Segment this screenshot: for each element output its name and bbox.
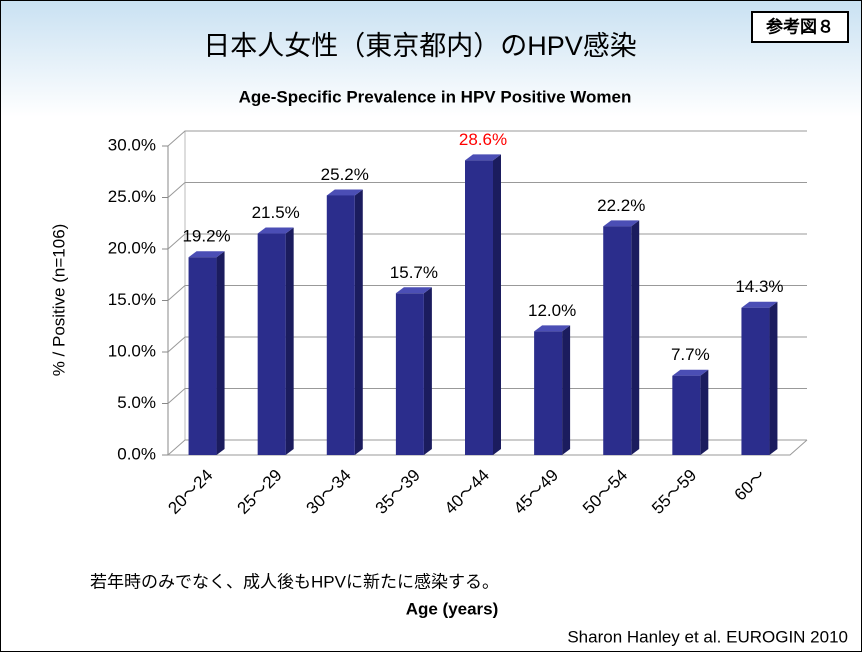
y-tick-label: 30.0% [108, 135, 156, 154]
value-label: 7.7% [671, 345, 710, 364]
y-tick-label: 0.0% [117, 444, 156, 463]
bar-top [188, 251, 225, 258]
bar-side [562, 325, 571, 455]
bar [395, 293, 424, 455]
value-label: 25.2% [321, 165, 369, 184]
bar-side [423, 287, 432, 455]
value-label: 15.7% [390, 263, 438, 282]
floor-front [168, 439, 808, 456]
bar [741, 307, 770, 455]
value-label: 21.5% [252, 203, 300, 222]
bar-side [493, 154, 501, 456]
bar-top [672, 369, 709, 376]
badge-box [751, 11, 849, 43]
value-label: 12.0% [528, 301, 576, 320]
y-tick-label: 15.0% [108, 290, 156, 309]
y-tick-label: 20.0% [108, 238, 156, 257]
grid-line [167, 233, 807, 250]
value-label: 28.6% [459, 130, 507, 149]
x-axis-label: Age (years) [406, 599, 499, 618]
bar-top [465, 154, 501, 161]
bar-side [285, 227, 294, 455]
bar [465, 160, 493, 456]
bar-top [326, 189, 363, 196]
bar [188, 257, 217, 455]
value-label: 22.2% [597, 196, 645, 215]
value-label: 14.3% [735, 277, 783, 296]
y-tick-label: 5.0% [117, 393, 156, 412]
value-label: 19.2% [182, 227, 230, 246]
chart-title: 日本人女性（東京都内）のHPV感染 [203, 31, 637, 61]
grid-line [167, 439, 807, 456]
bar-side [700, 369, 709, 455]
bar-side [631, 220, 640, 455]
note: 若年時のみでなく、成人後もHPVに新たに感染する。 [90, 572, 499, 591]
bar [326, 195, 355, 455]
bar [603, 226, 632, 455]
grid-line [167, 388, 807, 404]
chart-subtitle: Age-Specific Prevalence in HPV Positive … [239, 87, 632, 106]
y-axis-label: % / Positive (n=106) [49, 224, 68, 377]
source: Sharon Hanley et al. EUROGIN 2010 [567, 627, 848, 646]
bar-side [354, 189, 363, 455]
y-tick-label: 10.0% [108, 341, 156, 360]
y-tick-label: 25.0% [108, 187, 156, 206]
bar-side [216, 251, 225, 455]
bar [672, 375, 701, 455]
grid-line [167, 336, 807, 353]
bar-top [741, 301, 778, 308]
bar [534, 331, 563, 455]
bar [257, 233, 286, 455]
bar-top [603, 220, 640, 227]
bar-top [257, 227, 294, 234]
badge: 参考図８ [766, 16, 834, 36]
bar-top [534, 325, 571, 332]
grid-line [167, 182, 807, 198]
grid-line [167, 285, 807, 301]
bar-top [395, 287, 432, 294]
grid-line [167, 130, 807, 147]
bar-side [769, 301, 778, 455]
header-band [1, 1, 861, 117]
